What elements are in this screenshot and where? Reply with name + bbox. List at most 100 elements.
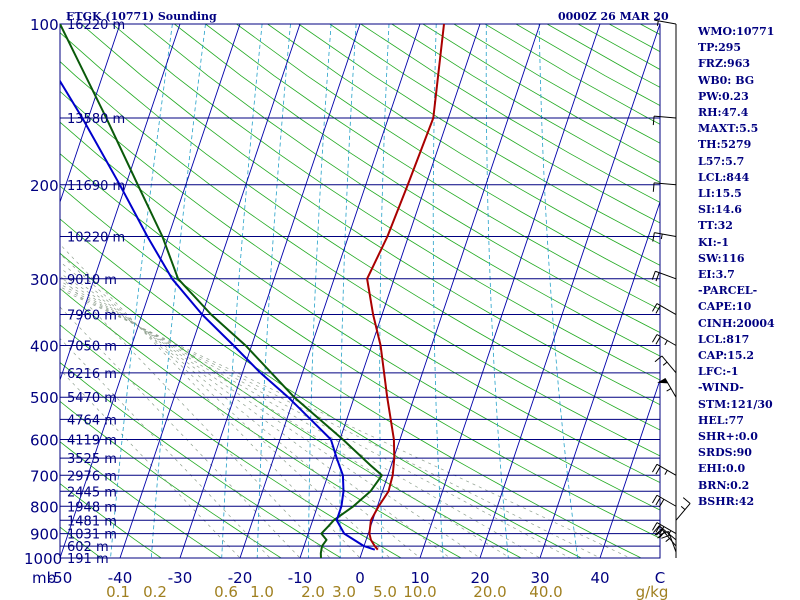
temperature-tick-label: 40 <box>590 569 609 587</box>
stability-indices-panel: WMO:10771 TP:295 FRZ:963 WB0: BG PW:0.23 RH:4… <box>698 24 798 510</box>
pressure-tick-label: 800 <box>30 498 59 516</box>
isotherm-line <box>419 24 601 558</box>
index-value: CAP:15.2 <box>698 349 755 363</box>
isotherm-line <box>179 24 361 558</box>
mixing-ratio-tick-label: 3.0 <box>332 583 356 600</box>
isotherm-line <box>299 24 481 558</box>
pressure-tick-label: 200 <box>30 177 59 195</box>
wind-barb <box>654 355 677 374</box>
height-label: 602 m <box>67 540 109 555</box>
wind-barb <box>652 494 677 508</box>
height-label: 11690 m <box>67 179 125 194</box>
station-title: ETGK (10771) Sounding <box>66 10 217 23</box>
height-label: 6216 m <box>67 367 117 382</box>
index-value: L57:5.7 <box>698 154 745 168</box>
dry-adiabat-grid <box>60 24 660 558</box>
pressure-axis-label: mb <box>32 569 56 587</box>
isotherm-line <box>599 378 660 558</box>
mixing-ratio-line <box>308 24 332 558</box>
plot-frame <box>59 23 661 559</box>
index-value: TT:32 <box>698 219 733 233</box>
pressure-tick-label: 400 <box>30 338 59 356</box>
sounding-profile-line <box>60 79 376 551</box>
isotherm-line <box>239 24 421 558</box>
wind-barb <box>651 270 677 282</box>
pressure-tick-label: 1000 <box>24 550 62 568</box>
wind-barb <box>654 19 677 26</box>
pressure-tick-label: 100 <box>30 16 59 34</box>
mixing-ratio-tick-label: g/kg <box>636 583 669 600</box>
index-value: CAPE:10 <box>698 300 752 314</box>
temperature-tick-label: C <box>655 569 665 587</box>
height-label: 1948 m <box>67 500 117 515</box>
dry-adiabat-line <box>60 32 660 431</box>
sounding-profile-line <box>60 24 383 558</box>
index-value: -PARCEL- <box>698 284 758 298</box>
mixing-ratio-tick-label: 0.6 <box>214 583 238 600</box>
index-value: WB0: BG <box>698 73 755 87</box>
height-label: 191 m <box>67 552 109 567</box>
height-label: 9010 m <box>67 273 117 288</box>
height-label: 13580 m <box>67 112 125 127</box>
temperature-tick-label: -10 <box>288 569 313 587</box>
wind-barb <box>657 377 677 398</box>
temperature-tick-label: 30 <box>530 569 549 587</box>
sounding-profile-line <box>366 24 445 551</box>
wind-barb <box>652 463 677 476</box>
temperature-tick-label: -30 <box>168 569 193 587</box>
index-value: FRZ:963 <box>698 57 751 71</box>
pressure-tick-label: 700 <box>30 467 59 485</box>
isotherm-line <box>539 200 660 558</box>
wind-barb <box>652 115 677 126</box>
isotherm-line <box>359 24 541 558</box>
index-value: SW:116 <box>698 251 745 265</box>
index-value: EI:3.7 <box>698 268 735 282</box>
isotherm-line <box>60 24 181 382</box>
index-value: BRN:0.2 <box>698 478 750 492</box>
temperature-tick-label: 10 <box>410 569 429 587</box>
isotherm-line <box>119 24 301 558</box>
mixing-ratio-line <box>221 24 263 558</box>
index-value: SI:14.6 <box>698 203 742 217</box>
pressure-tick-label: 300 <box>30 271 59 289</box>
wind-barb <box>659 530 677 553</box>
index-value: LFC:-1 <box>698 365 739 379</box>
pressure-tick-label: 600 <box>30 432 59 450</box>
height-label: 4119 m <box>67 434 117 449</box>
sounding-series <box>60 24 445 558</box>
height-label: 2445 m <box>67 485 117 500</box>
height-label: 16220 m <box>67 18 125 33</box>
temperature-tick-label: -20 <box>228 569 253 587</box>
mixing-ratio-grid <box>110 24 579 558</box>
index-value: KI:-1 <box>698 235 729 249</box>
index-value: LI:15.5 <box>698 187 742 201</box>
wind-barb <box>652 303 677 315</box>
temperature-tick-label: 0 <box>355 569 365 587</box>
isotherm-line <box>60 24 241 558</box>
height-label: 10220 m <box>67 230 125 245</box>
pressure-tick-label: 900 <box>30 526 59 544</box>
index-value: MAXT:5.5 <box>698 122 759 136</box>
height-label: 4764 m <box>67 413 117 428</box>
mixing-ratio-line <box>538 24 579 558</box>
isotherm-grid <box>60 24 660 558</box>
height-label: 1481 m <box>67 514 117 529</box>
temperature-tick-label: -50 <box>48 569 73 587</box>
dry-adiabat-line <box>60 90 660 484</box>
index-value: HEL:77 <box>698 413 744 427</box>
height-label: 7050 m <box>67 340 117 355</box>
index-value: STM:121/30 <box>698 397 773 411</box>
mixing-ratio-tick-label: 1.0 <box>250 583 274 600</box>
mixing-ratio-tick-label: 2.0 <box>301 583 325 600</box>
mixing-ratio-tick-label: 0.2 <box>143 583 167 600</box>
temperature-tick-label: -40 <box>108 569 133 587</box>
index-value: BSHR:42 <box>698 494 755 508</box>
pressure-tick-label: 500 <box>30 389 59 407</box>
mixing-ratio-tick-label: 20.0 <box>473 583 506 600</box>
index-value: SRDS:90 <box>698 446 752 460</box>
mixing-ratio-tick-label: 10.0 <box>403 583 436 600</box>
index-value: WMO:10771 <box>698 25 775 38</box>
mixing-ratio-tick-label: 5.0 <box>373 583 397 600</box>
index-value: CINH:20004 <box>698 316 775 330</box>
